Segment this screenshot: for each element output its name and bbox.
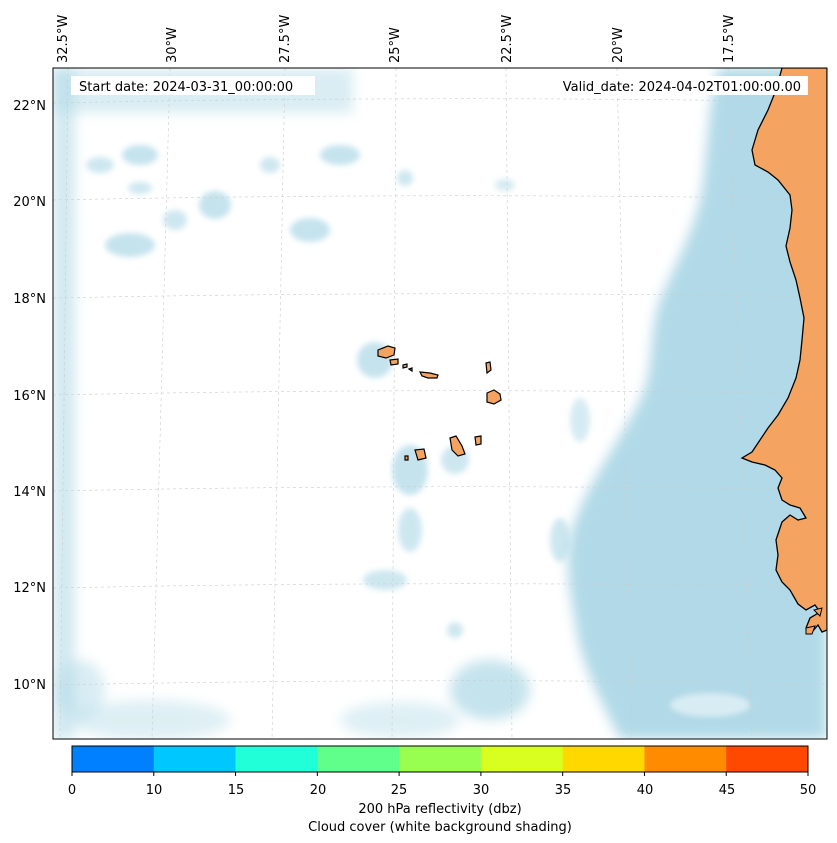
colorbar-tick-30: 30 (473, 783, 490, 798)
lat-label-18n: 18°N (13, 292, 46, 307)
lon-label-17-5w: 17.5°W (722, 15, 737, 63)
colorbar-label: 200 hPa reflectivity (dbz) (358, 802, 521, 817)
colorbar-segment (72, 746, 155, 772)
colorbar-segment (562, 746, 645, 772)
start-date-box (71, 76, 315, 95)
graticule (53, 68, 827, 739)
colorbar-ticks: 0 10 15 20 25 30 35 40 45 50 (68, 783, 816, 798)
colorbar-tick-25: 25 (391, 783, 408, 798)
colorbar-tick-15: 15 (228, 783, 245, 798)
lon-label-25w: 25°W (388, 27, 403, 63)
colorbar-tick-10: 10 (146, 783, 163, 798)
colorbar-tick-40: 40 (637, 783, 654, 798)
colorbar-segment (235, 746, 318, 772)
colorbar-tick-50: 50 (800, 783, 817, 798)
colorbar-tick-45: 45 (719, 783, 736, 798)
latitude-labels: 22°N 20°N 18°N 16°N 14°N 12°N 10°N (13, 99, 46, 693)
lat-label-10n: 10°N (13, 678, 46, 693)
bissagos-islands (805, 607, 823, 635)
lat-label-12n: 12°N (13, 581, 46, 596)
colorbar-tick-0: 0 (68, 783, 76, 798)
lon-label-32-5w: 32.5°W (56, 15, 71, 63)
colorbar-tick-20: 20 (310, 783, 327, 798)
colorbar-segment (317, 746, 400, 772)
lon-label-27-5w: 27.5°W (278, 15, 293, 63)
valid-date-label: Valid_date: 2024-04-02T01:00:00.00 (563, 80, 801, 95)
colorbar-segment (399, 746, 482, 772)
colorbar-segment (726, 746, 809, 772)
lon-label-22-5w: 22.5°W (500, 15, 515, 63)
colorbar-tick-35: 35 (555, 783, 572, 798)
lat-label-22n: 22°N (13, 99, 46, 114)
colorbar-frame (71, 745, 809, 773)
colorbar (71, 745, 809, 776)
colorbar-segment (644, 746, 727, 772)
colorbar-sublabel: Cloud cover (white background shading) (308, 820, 572, 835)
lat-label-16n: 16°N (13, 389, 46, 404)
coastline-africa (740, 68, 827, 633)
colorbar-segment (153, 746, 237, 772)
valid-date-box (538, 76, 808, 95)
cape-verde-islands (377, 345, 502, 461)
colorbar-segment (480, 746, 564, 772)
cloud-cover-shading (53, 68, 827, 739)
lat-label-14n: 14°N (13, 485, 46, 500)
start-date-label: Start date: 2024-03-31_00:00:00 (79, 80, 293, 95)
plot-frame (52, 67, 828, 740)
lat-label-20n: 20°N (13, 195, 46, 210)
lon-label-30w: 30°W (165, 27, 180, 63)
lon-label-20w: 20°W (611, 27, 626, 63)
longitude-labels: 32.5°W 30°W 27.5°W 25°W 22.5°W 20°W 17.5… (56, 15, 737, 63)
